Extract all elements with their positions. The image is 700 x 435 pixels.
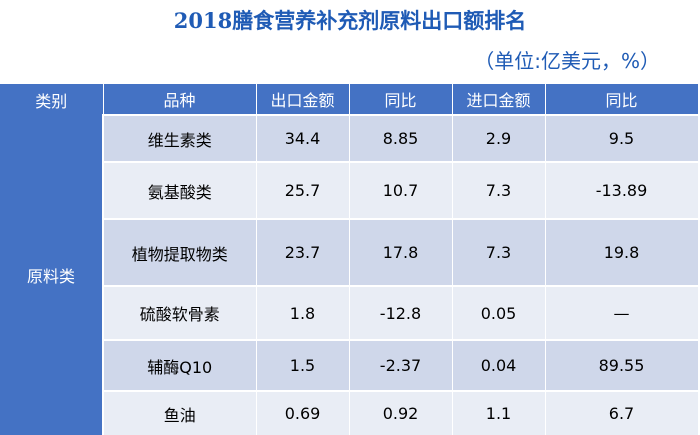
- export-yoy-cell: 8.85: [349, 114, 453, 162]
- import-amount-cell: 2.9: [452, 114, 546, 162]
- export-amount-cell: 25.7: [256, 161, 350, 219]
- category-cell: 原料类: [0, 115, 104, 435]
- import-amount-cell: 0.05: [452, 285, 546, 340]
- table-row: 辅酶Q10 1.5 -2.37 0.04 89.55: [0, 339, 699, 391]
- import-amount-cell: 7.3: [452, 218, 546, 286]
- table-row: 原料类 维生素类 34.4 8.85 2.9 9.5: [0, 114, 699, 435]
- export-yoy-cell: 17.8: [349, 218, 453, 286]
- export-amount-cell: 1.5: [256, 339, 350, 391]
- header-export-yoy: 同比: [349, 84, 453, 115]
- import-amount-cell: 7.3: [452, 161, 546, 219]
- table-row: 鱼油 0.69 0.92 1.1 6.7: [0, 390, 699, 435]
- variety-cell: 氨基酸类: [103, 161, 257, 219]
- header-import-amount: 进口金额: [452, 84, 546, 115]
- table-row: 植物提取物类 23.7 17.8 7.3 19.8: [0, 218, 699, 286]
- variety-cell: 硫酸软骨素: [103, 285, 257, 340]
- import-yoy-cell: -13.89: [545, 161, 699, 219]
- variety-cell: 鱼油: [103, 390, 257, 435]
- export-yoy-cell: 10.7: [349, 161, 453, 219]
- table-header-row: 类别 品种 出口金额 同比 进口金额 同比: [0, 84, 699, 115]
- export-amount-cell: 23.7: [256, 218, 350, 286]
- export-amount-cell: 1.8: [256, 285, 350, 340]
- import-yoy-cell: 89.55: [545, 339, 699, 391]
- import-amount-cell: 0.04: [452, 339, 546, 391]
- page-title: 2018膳食营养补充剂原料出口额排名: [173, 8, 527, 33]
- import-yoy-cell: 6.7: [545, 390, 699, 435]
- export-yoy-cell: 0.92: [349, 390, 453, 435]
- variety-cell: 维生素类: [103, 114, 257, 162]
- table-row: 氨基酸类 25.7 10.7 7.3 -13.89: [0, 161, 699, 219]
- header-export-amount: 出口金额: [256, 84, 350, 115]
- variety-cell: 植物提取物类: [103, 218, 257, 286]
- import-yoy-cell: —: [545, 285, 699, 340]
- import-amount-cell: 1.1: [452, 390, 546, 435]
- table-row: 硫酸软骨素 1.8 -12.8 0.05 —: [0, 285, 699, 340]
- export-amount-cell: 34.4: [256, 114, 350, 162]
- export-amount-cell: 0.69: [256, 390, 350, 435]
- import-yoy-cell: 19.8: [545, 218, 699, 286]
- import-yoy-cell: 9.5: [545, 114, 699, 162]
- export-yoy-cell: -2.37: [349, 339, 453, 391]
- export-yoy-cell: -12.8: [349, 285, 453, 340]
- variety-cell: 辅酶Q10: [103, 339, 257, 391]
- header-variety: 品种: [103, 84, 257, 115]
- export-table: 类别 品种 出口金额 同比 进口金额 同比 原料类 维生素类 34.4 8.85…: [0, 84, 699, 435]
- header-import-yoy: 同比: [545, 84, 699, 115]
- header-category: 类别: [0, 84, 104, 115]
- unit-note: （单位:亿美元，%）: [474, 49, 660, 73]
